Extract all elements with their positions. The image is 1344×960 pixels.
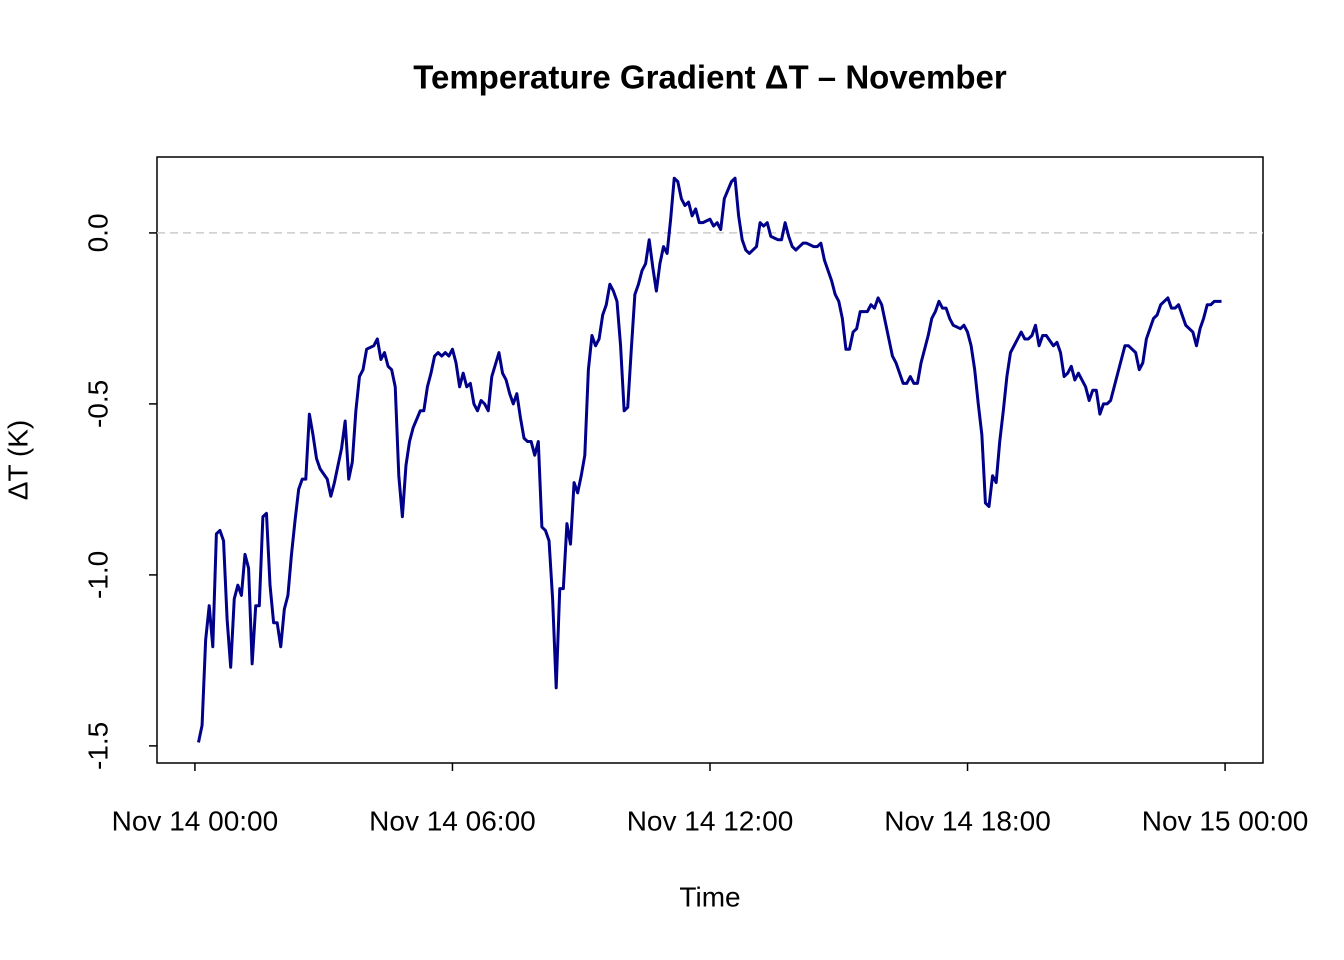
- x-tick-label: Nov 15 00:00: [1142, 805, 1309, 836]
- y-tick-label: -0.5: [82, 380, 113, 428]
- x-tick-label: Nov 14 00:00: [112, 805, 279, 836]
- x-tick-label: Nov 14 12:00: [627, 805, 794, 836]
- y-tick-label: -1.5: [82, 722, 113, 770]
- y-axis-label: ΔT (K): [2, 420, 33, 500]
- y-tick-label: -1.0: [82, 551, 113, 599]
- x-axis-label: Time: [679, 881, 740, 912]
- y-tick-label: 0.0: [82, 213, 113, 252]
- data-line: [197, 176, 1222, 743]
- x-tick-label: Nov 14 06:00: [369, 805, 536, 836]
- chart-title: Temperature Gradient ΔT – November: [413, 59, 1007, 96]
- x-tick-label: Nov 14 18:00: [884, 805, 1051, 836]
